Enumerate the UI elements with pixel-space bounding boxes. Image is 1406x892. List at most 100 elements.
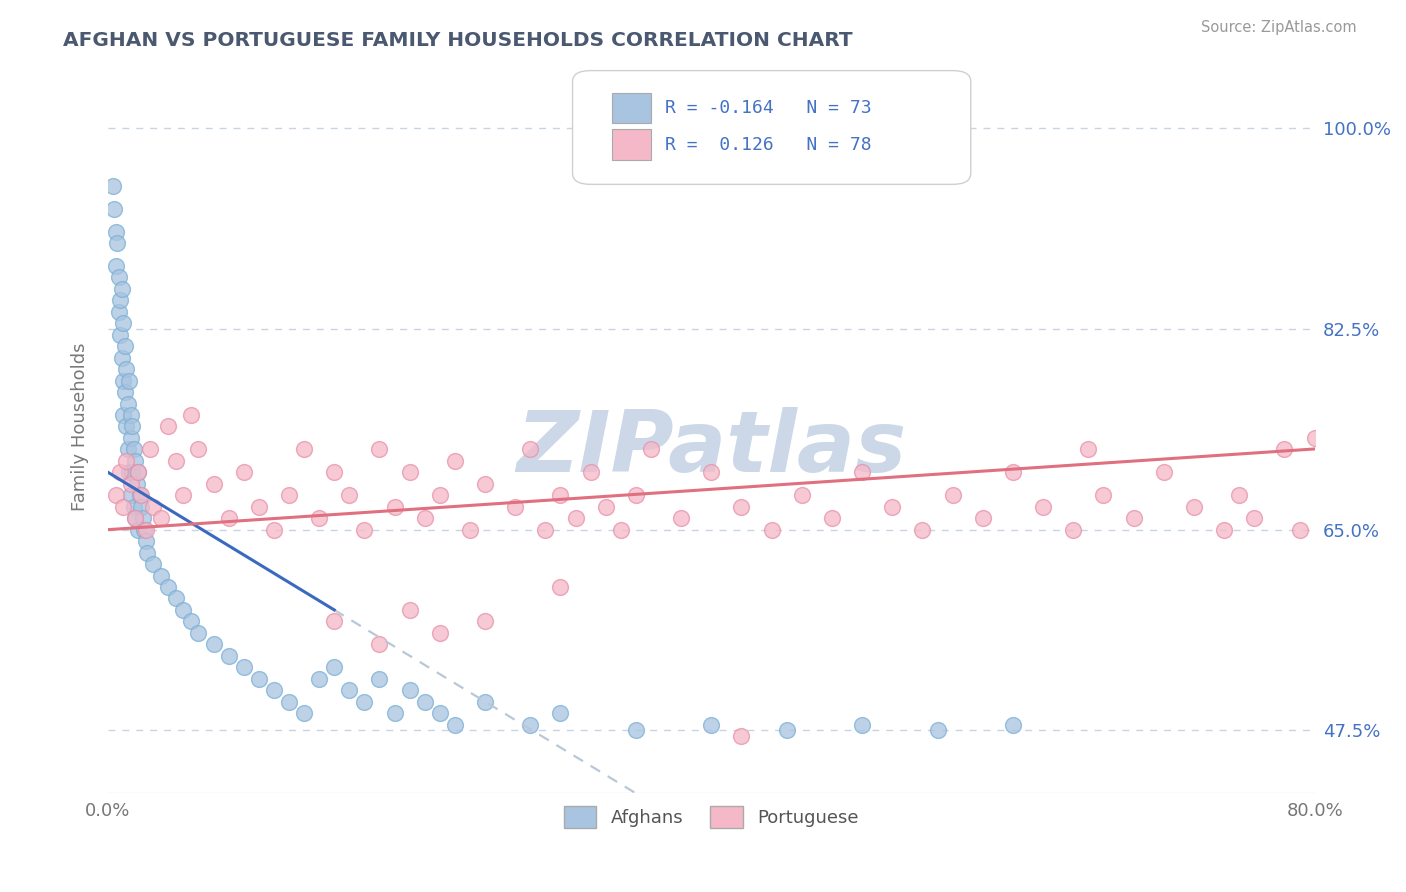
Point [337, 683, 360, 698]
Point [139, 442, 162, 457]
Point [429, 706, 451, 720]
Point [117, 442, 139, 457]
Point [172, 488, 194, 502]
FancyBboxPatch shape [613, 93, 651, 123]
Point [595, 500, 617, 514]
Point [104, 225, 127, 239]
Point [429, 488, 451, 502]
Point [127, 466, 149, 480]
Point [101, 178, 124, 193]
Point [1227, 488, 1250, 502]
Point [730, 500, 752, 514]
Point [700, 717, 723, 731]
Point [927, 723, 949, 738]
Text: Source: ZipAtlas.com: Source: ZipAtlas.com [1201, 20, 1357, 35]
Text: ZIPatlas: ZIPatlas [516, 407, 907, 490]
Point [1122, 511, 1144, 525]
Text: R =  0.126   N = 78: R = 0.126 N = 78 [665, 136, 872, 153]
Point [337, 488, 360, 502]
Point [323, 466, 346, 480]
Point [640, 442, 662, 457]
Point [1062, 523, 1084, 537]
Point [128, 488, 150, 502]
Point [202, 637, 225, 651]
Point [120, 488, 142, 502]
Point [942, 488, 965, 502]
Point [550, 706, 572, 720]
Point [700, 466, 723, 480]
Point [550, 488, 572, 502]
Point [474, 695, 496, 709]
FancyBboxPatch shape [613, 129, 651, 161]
Point [115, 454, 138, 468]
Point [187, 625, 209, 640]
Point [1182, 500, 1205, 514]
Point [1153, 466, 1175, 480]
Point [1303, 431, 1326, 445]
Point [149, 511, 172, 525]
Point [103, 202, 125, 216]
Point [458, 523, 481, 537]
Point [129, 488, 152, 502]
Point [790, 488, 813, 502]
Point [129, 500, 152, 514]
Point [413, 695, 436, 709]
Point [579, 466, 602, 480]
Point [115, 419, 138, 434]
Point [127, 523, 149, 537]
Point [218, 511, 240, 525]
Point [124, 511, 146, 525]
Point [232, 466, 254, 480]
Point [911, 523, 934, 537]
Point [384, 706, 406, 720]
Point [112, 374, 135, 388]
Point [519, 442, 541, 457]
Point [1001, 466, 1024, 480]
Point [120, 408, 142, 422]
Text: R = -0.164   N = 73: R = -0.164 N = 73 [665, 99, 872, 117]
Point [624, 488, 647, 502]
Point [112, 316, 135, 330]
Point [142, 557, 165, 571]
Point [135, 534, 157, 549]
Point [108, 327, 131, 342]
Point [110, 351, 132, 365]
Point [1077, 442, 1099, 457]
Point [429, 625, 451, 640]
Point [1092, 488, 1115, 502]
Point [118, 466, 141, 480]
Point [851, 717, 873, 731]
Point [149, 568, 172, 582]
Point [1243, 511, 1265, 525]
FancyBboxPatch shape [572, 70, 970, 185]
Point [104, 488, 127, 502]
Point [187, 442, 209, 457]
Point [278, 488, 301, 502]
Point [398, 683, 420, 698]
Point [232, 660, 254, 674]
Point [278, 695, 301, 709]
Point [180, 408, 202, 422]
Point [444, 717, 467, 731]
Point [503, 500, 526, 514]
Point [107, 270, 129, 285]
Point [1274, 442, 1296, 457]
Point [124, 454, 146, 468]
Point [136, 545, 159, 559]
Point [104, 259, 127, 273]
Point [323, 615, 346, 629]
Point [413, 511, 436, 525]
Point [107, 305, 129, 319]
Point [180, 615, 202, 629]
Point [114, 339, 136, 353]
Point [398, 466, 420, 480]
Point [122, 442, 145, 457]
Point [108, 293, 131, 308]
Point [1213, 523, 1236, 537]
Point [202, 476, 225, 491]
Point [247, 672, 270, 686]
Point [1288, 523, 1310, 537]
Point [292, 442, 315, 457]
Point [127, 466, 149, 480]
Point [165, 591, 187, 606]
